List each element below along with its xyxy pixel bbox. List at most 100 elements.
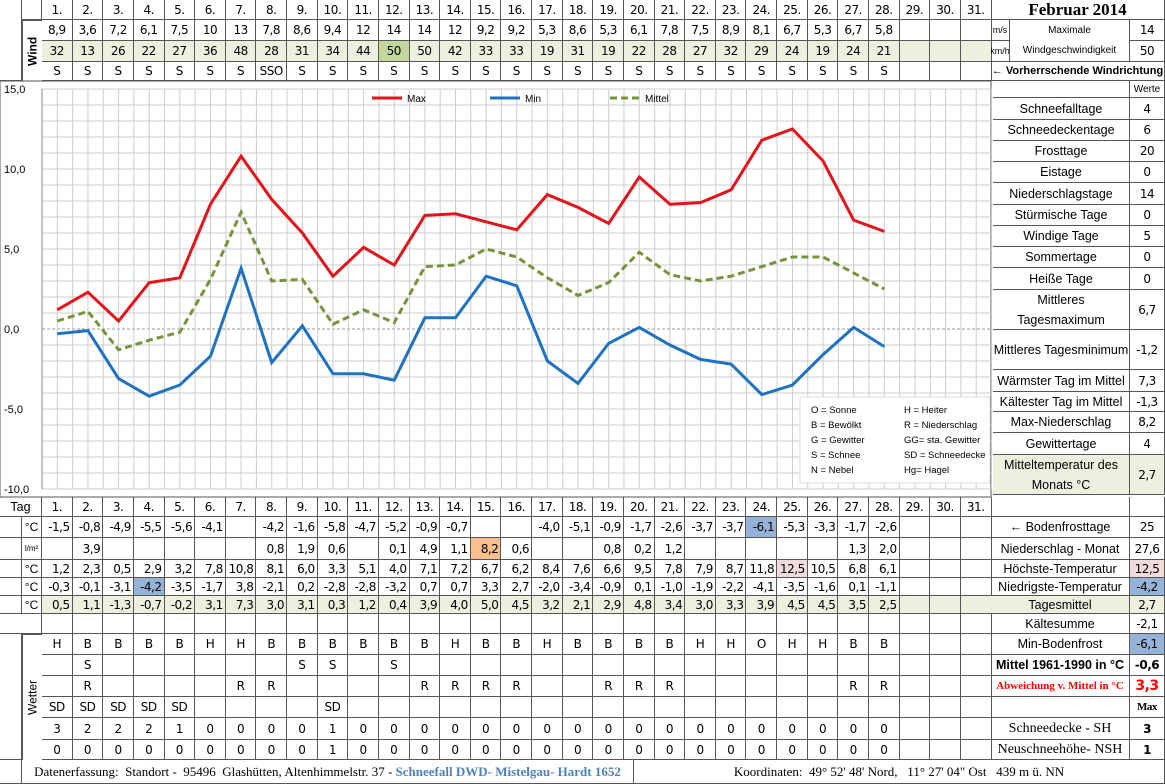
snow_depth-cell: 0	[470, 718, 502, 740]
weather-key-item: B = Bewölkt	[811, 420, 862, 431]
weather2-cell	[225, 655, 257, 676]
new_snow-cell	[960, 740, 992, 760]
data-source-text: Schneefall DWD- Mistelgau- Hardt 1652	[395, 763, 621, 779]
day-header: 30.	[930, 0, 961, 20]
weather3-cell: R	[256, 676, 288, 697]
precip-cell	[807, 538, 839, 560]
day-header: 10.	[317, 0, 349, 20]
blank	[0, 596, 22, 614]
blank-cell	[838, 614, 869, 634]
wind-kmh-cell: 44	[348, 41, 379, 62]
blank-cell	[348, 614, 379, 634]
weather4-cell	[256, 697, 288, 718]
blank-cell	[715, 614, 747, 634]
min-cell: -1,7	[195, 578, 226, 596]
stat-value: 7,3	[1130, 370, 1165, 392]
summary-label	[991, 697, 1130, 718]
summary-value: 2,7	[1130, 596, 1165, 614]
day-header: 28.	[869, 497, 900, 517]
day-header: 6.	[195, 0, 226, 20]
wind-ms-cell: 8,6	[287, 20, 318, 41]
day-header: 22.	[685, 0, 716, 20]
new_snow-cell: 0	[103, 740, 134, 760]
day-header: 24.	[746, 497, 778, 517]
mean-cell: 0,3	[317, 596, 349, 614]
mean-cell: 3,2	[532, 596, 563, 614]
weather3-cell	[715, 676, 747, 697]
wind-direction-cell: S	[532, 62, 563, 81]
wind-kmh-cell: 31	[562, 41, 594, 62]
new_snow-cell: 0	[195, 740, 226, 760]
wind-direction-cell: S	[623, 62, 655, 81]
mean-cell: 3,4	[654, 596, 686, 614]
mean-cell: 3,9	[746, 596, 778, 614]
weather4-cell	[685, 697, 716, 718]
wind-kmh-cell: 50	[378, 41, 410, 62]
prevailing-wind-label: ← Vorherrschende Windrichtung	[991, 62, 1165, 81]
min-cell: -2,2	[715, 578, 747, 596]
wind-kmh-cell: 27	[685, 41, 716, 62]
stat-value: 20	[1130, 141, 1165, 162]
blank-cell	[685, 614, 716, 634]
precip-cell: 1,9	[287, 538, 318, 560]
day-header: 26.	[807, 497, 839, 517]
stat-value: 6	[1130, 120, 1165, 141]
day-header: 15.	[470, 497, 502, 517]
blank-cell	[133, 614, 165, 634]
day-header: 29.	[899, 497, 931, 517]
min-cell: 0,1	[838, 578, 869, 596]
weather4-cell: SD	[317, 697, 349, 718]
summary-value	[1130, 497, 1165, 517]
mean-cell: -0,2	[164, 596, 196, 614]
unit-label: °C	[22, 517, 42, 538]
new_snow-cell: 0	[593, 740, 624, 760]
snow_depth-cell	[930, 718, 961, 740]
stat-label: Schneefalltage	[993, 98, 1130, 120]
weather1-cell: H	[685, 634, 716, 655]
wind-ms-cell: 8,6	[562, 20, 594, 41]
min-cell: -2,8	[317, 578, 349, 596]
blank-cell	[899, 614, 931, 634]
snow_depth-cell: 0	[348, 718, 379, 740]
wind-ms-cell: 13	[225, 20, 257, 41]
max-cell	[960, 560, 992, 578]
min-cell: -3,5	[164, 578, 196, 596]
weather-key-item: Hg= Hagel	[904, 465, 949, 476]
weather1-cell: B	[838, 634, 869, 655]
weather2-cell	[195, 655, 226, 676]
precip-cell: 0,2	[623, 538, 655, 560]
day-header: 11.	[348, 497, 379, 517]
weather-key-item: G = Gewitter	[811, 435, 865, 446]
day-header: 23.	[715, 497, 747, 517]
stat-value: 2,7	[1130, 455, 1165, 495]
day-header: 7.	[225, 0, 257, 20]
min-cell: -4,1	[746, 578, 778, 596]
stat-value: 4	[1130, 433, 1165, 455]
weather3-cell	[164, 676, 196, 697]
wind-ms-cell	[960, 20, 992, 41]
corner-blank	[0, 0, 22, 81]
stat-value: 6,7	[1130, 290, 1165, 330]
new_snow-cell: 0	[654, 740, 686, 760]
stat-value: 8,2	[1130, 412, 1165, 433]
max-cell: 0,5	[103, 560, 134, 578]
blank-cell	[869, 614, 900, 634]
weather1-cell: B	[103, 634, 134, 655]
location-text: Datenerfassung: Standort - 95496 Glashüt…	[34, 763, 396, 779]
weather3-cell	[195, 676, 226, 697]
blank-cell	[746, 614, 778, 634]
max-cell: 10,8	[225, 560, 257, 578]
wind-direction-cell: S	[654, 62, 686, 81]
wind-ms-cell: 6,7	[838, 20, 869, 41]
max-cell: 12,5	[777, 560, 808, 578]
precip-cell: 8,2	[470, 538, 502, 560]
wetter-label: Wetter	[22, 634, 42, 760]
corner-blank	[22, 0, 42, 20]
summary-label: Niederschlag - Monat	[991, 538, 1130, 560]
weather1-cell: H	[42, 634, 73, 655]
weather3-cell	[562, 676, 594, 697]
ground_frost-cell: -5,8	[317, 517, 349, 538]
chart-frame	[0, 80, 992, 498]
weather2-cell	[746, 655, 778, 676]
max-cell: 1,2	[42, 560, 73, 578]
